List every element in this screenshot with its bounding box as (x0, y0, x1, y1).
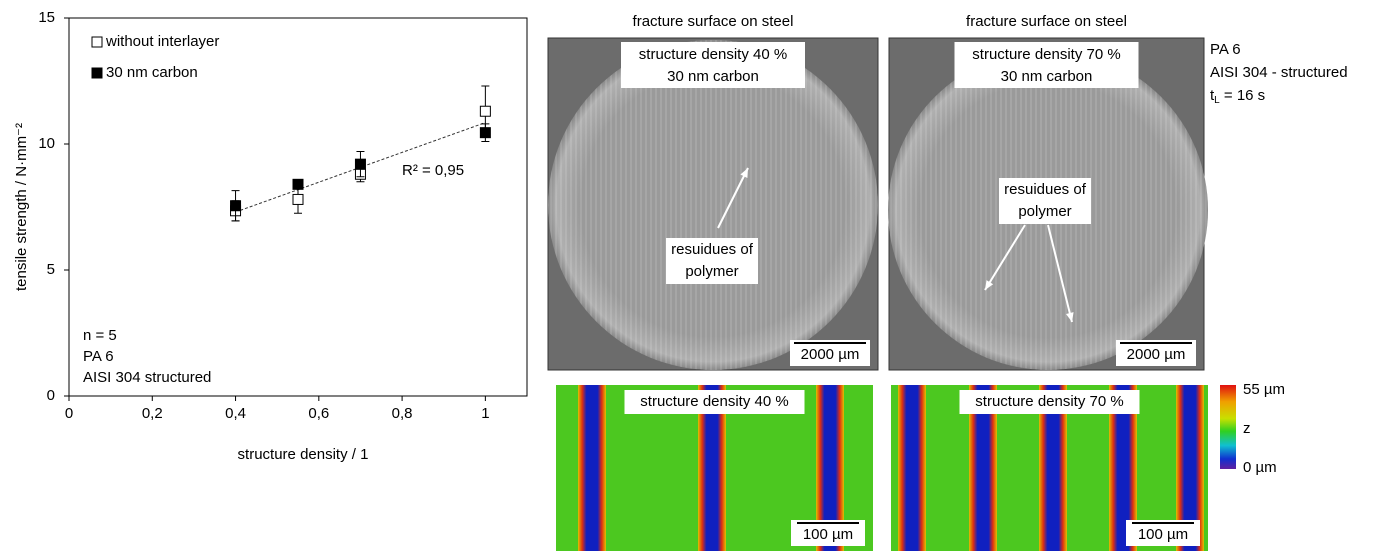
label-box (954, 42, 1139, 88)
note: PA 6 (83, 348, 114, 365)
callout-box (666, 238, 758, 284)
arrow (984, 224, 1026, 291)
callout: polymer (685, 263, 738, 280)
r2-label: R² = 0,95 (402, 162, 464, 179)
sample-texture (548, 40, 878, 370)
label-box (959, 390, 1140, 414)
scale-label: 100 µm (803, 526, 853, 543)
arrow (1047, 224, 1073, 323)
side-note: AISI 304 - structured (1210, 64, 1348, 81)
scale-box (1126, 520, 1200, 546)
note: n = 5 (83, 327, 117, 344)
color-scale-min: 0 µm (1243, 459, 1277, 476)
scale-label: 2000 µm (1127, 346, 1186, 363)
y-tick-label: 5 (47, 261, 55, 278)
x-tick-label: 0,6 (308, 405, 329, 422)
callout: resuidues of (1004, 181, 1087, 198)
micrograph-label: 30 nm carbon (667, 68, 759, 85)
micrograph-label: 30 nm carbon (1001, 68, 1093, 85)
label-box (621, 42, 805, 88)
point (354, 158, 366, 170)
color-scale-axis: z (1243, 420, 1251, 437)
micrograph-heading: fracture surface on steel (966, 13, 1127, 30)
y-tick-label: 15 (38, 9, 55, 26)
chart: 0 5 10 15 0 0,2 0,4 0,6 0,8 1 structure density / … (13, 9, 528, 463)
plot-frame (68, 17, 528, 397)
point (292, 193, 304, 205)
side-note: PA 6 (1210, 41, 1241, 58)
point (230, 200, 242, 212)
x-tick-label: 0 (65, 405, 73, 422)
arrow-head (740, 168, 748, 178)
point (292, 178, 304, 190)
x-tick-label: 0,8 (392, 405, 413, 422)
y-axis-label: tensile strength / N·mm⁻² (13, 123, 30, 291)
height-map-label: structure density 70 % (975, 393, 1123, 410)
x-axis-label: structure density / 1 (238, 446, 369, 463)
arrow (717, 167, 749, 229)
label-box (624, 390, 805, 414)
y-tick-label: 10 (38, 135, 55, 152)
legend-marker (91, 67, 103, 79)
groove (898, 385, 926, 551)
x-tick-label: 1 (481, 405, 489, 422)
groove (578, 385, 606, 551)
point (479, 105, 491, 117)
side-note: tL = 16 s (1210, 87, 1265, 106)
color-scale-max: 55 µm (1243, 381, 1285, 398)
scale-box (1116, 340, 1196, 366)
height-map-label: structure density 40 % (640, 393, 788, 410)
images: fracture surface on steel structure densi… (547, 13, 1348, 551)
scale-label: 2000 µm (801, 346, 860, 363)
color-scale (1220, 385, 1236, 469)
legend-marker (91, 36, 103, 48)
point (479, 127, 491, 139)
scale-label: 100 µm (1138, 526, 1188, 543)
scale-box (791, 520, 865, 546)
y-tick-label: 0 (47, 387, 55, 404)
callout: resuidues of (671, 241, 754, 258)
arrow-head (985, 280, 994, 290)
x-tick-label: 0,2 (142, 405, 163, 422)
legend-label: 30 nm carbon (106, 64, 198, 81)
legend-label: without interlayer (105, 33, 219, 50)
arrow-head (1066, 312, 1074, 322)
micrograph-label: structure density 70 % (972, 46, 1120, 63)
callout: polymer (1018, 203, 1071, 220)
scale-box (790, 340, 870, 366)
x-tick-label: 0,4 (225, 405, 246, 422)
micrograph-heading: fracture surface on steel (633, 13, 794, 30)
callout-box (999, 178, 1091, 224)
note: AISI 304 structured (83, 369, 211, 386)
micrograph-label: structure density 40 % (639, 46, 787, 63)
